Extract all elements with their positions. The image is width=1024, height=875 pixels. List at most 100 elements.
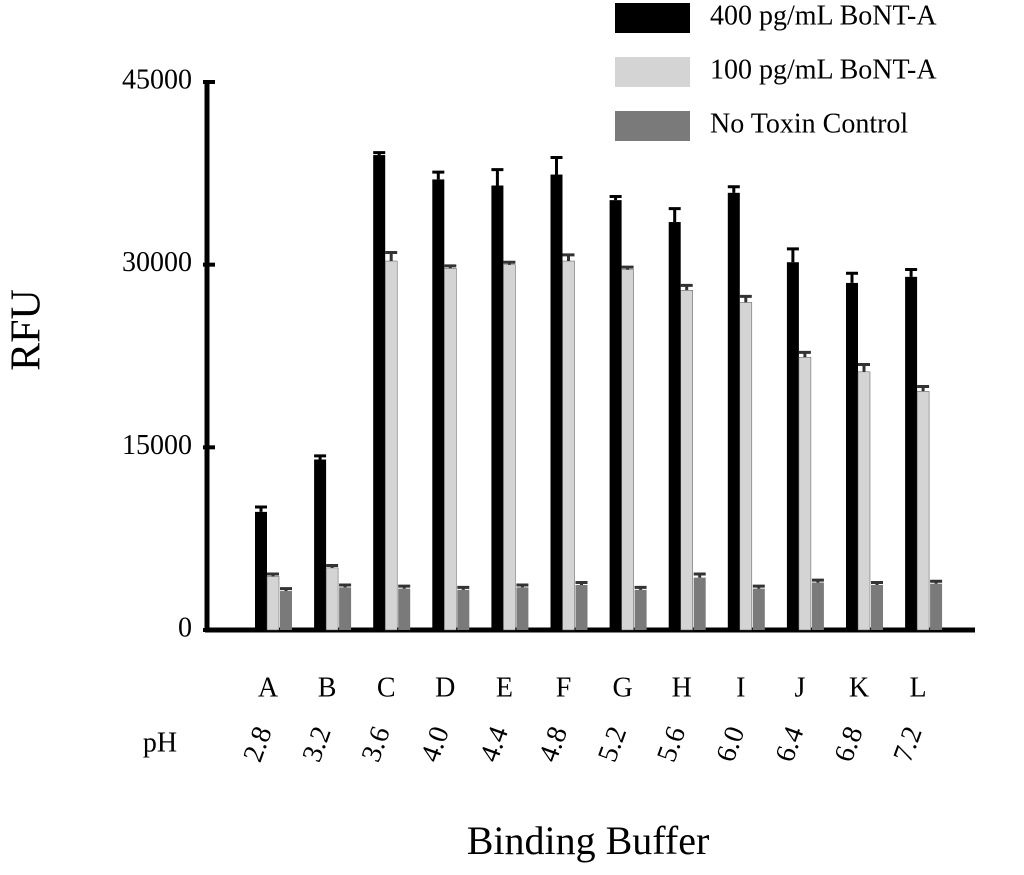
ph-value: 5.6	[651, 723, 692, 766]
error-bar	[550, 156, 563, 175]
error-bar	[457, 585, 470, 590]
error-bar	[575, 581, 588, 585]
bar	[871, 584, 883, 630]
error-bar	[516, 583, 529, 588]
bar	[266, 576, 280, 631]
error-bar	[634, 585, 647, 590]
legend-swatch	[615, 57, 690, 87]
error-bar	[798, 350, 811, 358]
bar	[384, 260, 398, 631]
bar	[457, 589, 470, 630]
bar	[339, 587, 352, 630]
bar	[562, 260, 575, 631]
bar	[280, 591, 292, 630]
ph-value: 5.2	[592, 723, 633, 766]
bar	[575, 584, 588, 630]
error-bar	[668, 207, 681, 223]
error-bar	[739, 294, 752, 303]
ph-value: 6.8	[828, 723, 869, 766]
error-bar	[621, 265, 634, 270]
ph-value: 2.8	[237, 723, 278, 766]
bar	[857, 371, 871, 631]
bar	[905, 276, 918, 630]
bar	[314, 459, 327, 630]
bar	[916, 391, 930, 631]
error-bar	[562, 253, 575, 262]
bar	[325, 567, 339, 631]
bar	[930, 583, 943, 630]
error-bar	[267, 572, 279, 577]
x-tick-label: I	[736, 672, 745, 703]
error-bar	[693, 572, 706, 578]
bar	[398, 588, 411, 630]
x-tick-label: F	[556, 672, 572, 703]
error-bar	[930, 579, 943, 584]
x-tick-label: B	[318, 672, 337, 703]
y-tick-label: 30000	[122, 247, 192, 278]
bar	[846, 282, 858, 630]
bar	[727, 192, 740, 630]
error-bar	[385, 250, 398, 262]
error-bar	[503, 260, 516, 265]
ph-value: 6.0	[710, 723, 751, 766]
bar	[491, 185, 504, 630]
legend-swatch	[615, 3, 690, 33]
error-bar	[491, 168, 504, 186]
y-axis-title: RFU	[4, 289, 50, 371]
ph-value: 6.4	[769, 723, 810, 766]
x-tick-label: H	[672, 672, 692, 703]
x-tick-label: D	[435, 672, 455, 703]
bar	[550, 174, 563, 630]
x-tick-label: C	[377, 672, 396, 703]
ph-value: 3.2	[297, 723, 338, 766]
bar	[609, 200, 622, 630]
x-tick-label: J	[794, 672, 805, 703]
y-tick-label: 15000	[122, 430, 192, 461]
error-bar	[811, 578, 824, 583]
bar	[668, 222, 681, 631]
error-bar	[846, 271, 858, 283]
error-bar	[727, 185, 740, 193]
error-bar	[280, 587, 292, 592]
bar	[786, 262, 799, 630]
ph-value: 7.2	[888, 723, 929, 766]
x-tick-label: A	[258, 672, 279, 703]
ph-label: pH	[143, 727, 177, 758]
x-tick-label: E	[496, 672, 513, 703]
bar	[798, 356, 812, 631]
bar	[373, 155, 386, 631]
error-bar	[373, 151, 386, 156]
ph-value: 4.0	[415, 723, 456, 766]
x-tick-label: G	[612, 672, 632, 703]
x-axis-title: Binding Buffer	[467, 818, 710, 863]
x-tick-label: L	[910, 672, 927, 703]
legend-swatch	[615, 111, 690, 141]
error-bar	[917, 384, 930, 392]
error-bar	[339, 583, 352, 588]
x-tick-label: K	[849, 672, 869, 703]
ph-value: 3.6	[356, 723, 397, 766]
error-bar	[398, 584, 411, 589]
bar	[516, 587, 529, 630]
bar	[693, 577, 706, 630]
bar	[811, 582, 824, 630]
y-tick-label: 45000	[122, 64, 192, 95]
error-bar	[255, 505, 267, 512]
bar	[255, 511, 267, 630]
error-bar	[680, 283, 693, 291]
legend-label: No Toxin Control	[710, 108, 908, 139]
error-bar	[905, 268, 918, 277]
bar	[432, 179, 445, 630]
ph-value: 4.8	[533, 723, 574, 766]
error-bar	[752, 584, 765, 589]
bar	[444, 268, 457, 631]
legend-label: 400 pg/mL BoNT-A	[710, 0, 937, 31]
y-tick-label: 0	[178, 612, 192, 643]
error-bar	[609, 194, 622, 201]
bar	[634, 589, 647, 630]
bar	[621, 269, 634, 631]
bar	[503, 264, 516, 631]
bar	[680, 289, 693, 631]
error-bar	[786, 247, 799, 263]
